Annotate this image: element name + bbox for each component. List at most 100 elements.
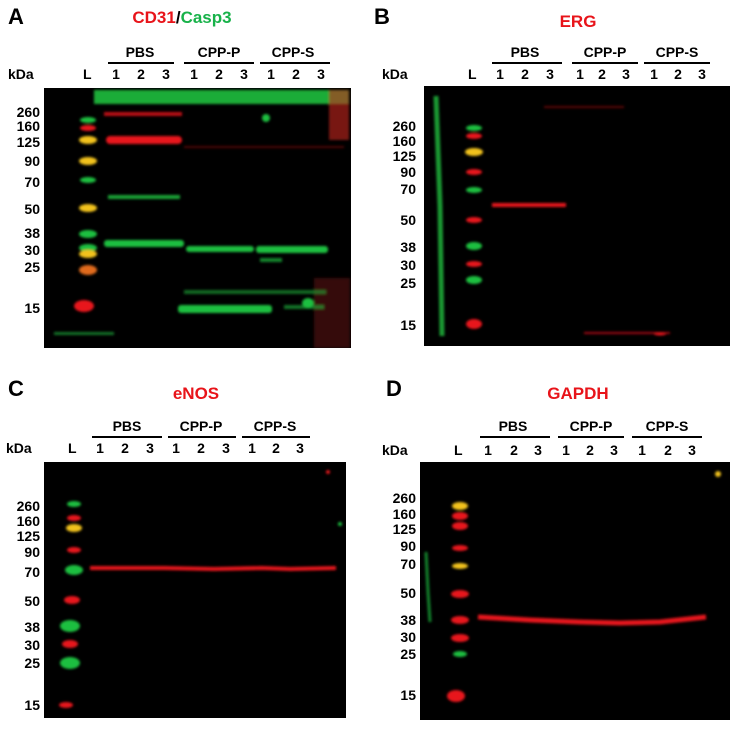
lane-label: 2 [598, 66, 606, 82]
lane-label: 1 [267, 66, 275, 82]
mw-marker: 50 [24, 201, 40, 217]
group-label-cpp-s: CPP-S [271, 44, 315, 60]
title-gapdh: GAPDH [547, 384, 609, 403]
group-label-cpp-s: CPP-S [655, 44, 699, 60]
lane-label: 3 [162, 66, 170, 82]
kda-label: kDa [382, 442, 408, 458]
western-blot-image [420, 462, 730, 720]
ladder-label: L [468, 66, 477, 82]
ladder-label: L [454, 442, 463, 458]
mw-marker: 25 [24, 655, 40, 671]
mw-marker: 15 [24, 697, 40, 713]
mw-marker: 15 [400, 687, 416, 703]
mw-marker: 25 [400, 646, 416, 662]
mw-marker: 38 [24, 225, 40, 241]
lane-label: 1 [638, 442, 646, 458]
group-underline [92, 436, 162, 438]
lane-label: 3 [622, 66, 630, 82]
group-underline [558, 436, 624, 438]
lane-label: 1 [562, 442, 570, 458]
panel-title: CD31/Casp3 [82, 8, 282, 28]
lane-label: 2 [292, 66, 300, 82]
mw-marker: 260 [16, 498, 40, 514]
kda-label: kDa [6, 440, 32, 456]
group-underline [168, 436, 236, 438]
mw-marker: 160 [16, 513, 40, 529]
mw-marker: 260 [392, 118, 416, 134]
mw-marker: 38 [24, 619, 40, 635]
lane-label: 3 [296, 440, 304, 456]
mw-marker: 50 [400, 585, 416, 601]
lane-label: 1 [96, 440, 104, 456]
group-label-cpp-p: CPP-P [569, 418, 613, 434]
panel-title: ERG [518, 12, 638, 32]
western-blot-image [424, 86, 730, 346]
group-label-pbs: PBS [125, 44, 155, 60]
group-label-pbs: PBS [498, 418, 528, 434]
lane-label: 3 [698, 66, 706, 82]
panel-d: D GAPDH PBS CPP-P CPP-S kDa L 1 2 3 1 2 … [368, 366, 736, 731]
lane-label: 1 [484, 442, 492, 458]
lane-label: 2 [664, 442, 672, 458]
mw-marker: 90 [24, 544, 40, 560]
mw-marker: 15 [24, 300, 40, 316]
kda-label: kDa [382, 66, 408, 82]
lane-label: 2 [272, 440, 280, 456]
mw-marker: 70 [400, 556, 416, 572]
mw-marker: 260 [392, 490, 416, 506]
kda-label: kDa [8, 66, 34, 82]
panel-c: C eNOS PBS CPP-P CPP-S kDa L 1 2 3 1 2 3… [0, 366, 368, 731]
mw-marker: 125 [16, 528, 40, 544]
lane-label: 1 [248, 440, 256, 456]
group-underline [632, 436, 702, 438]
group-label-pbs: PBS [112, 418, 142, 434]
panel-b: B ERG PBS CPP-P CPP-S kDa L 1 2 3 1 2 3 … [368, 0, 736, 365]
lane-label: 2 [674, 66, 682, 82]
group-underline [260, 62, 330, 64]
mw-marker: 50 [400, 212, 416, 228]
ladder-label: L [83, 66, 92, 82]
panel-letter: A [8, 4, 24, 29]
lane-label: 3 [146, 440, 154, 456]
lane-label: 3 [534, 442, 542, 458]
group-underline [492, 62, 562, 64]
lane-label: 2 [197, 440, 205, 456]
mw-marker: 25 [24, 259, 40, 275]
lane-label: 3 [610, 442, 618, 458]
mw-marker: 30 [24, 242, 40, 258]
panel-letter: B [374, 4, 390, 29]
lane-label: 3 [240, 66, 248, 82]
lane-label: 3 [688, 442, 696, 458]
group-underline [108, 62, 174, 64]
western-blot-image [44, 88, 351, 348]
mw-marker: 15 [400, 317, 416, 333]
panel-title: GAPDH [518, 384, 638, 404]
title-erg: ERG [559, 12, 597, 31]
lane-label: 1 [576, 66, 584, 82]
mw-marker: 125 [392, 148, 416, 164]
mw-marker: 125 [16, 134, 40, 150]
group-label-cpp-s: CPP-S [645, 418, 689, 434]
mw-marker: 38 [400, 612, 416, 628]
panel-letter: C [8, 376, 24, 401]
lane-label: 1 [190, 66, 198, 82]
lane-label: 2 [586, 442, 594, 458]
panel-letter: D [386, 376, 402, 401]
title-slash: / [175, 8, 181, 27]
mw-marker: 25 [400, 275, 416, 291]
mw-marker: 160 [392, 133, 416, 149]
lane-label: 2 [137, 66, 145, 82]
group-label-cpp-s: CPP-S [253, 418, 297, 434]
lane-label: 2 [510, 442, 518, 458]
group-underline [644, 62, 710, 64]
group-label-cpp-p: CPP-P [179, 418, 223, 434]
mw-marker: 50 [24, 593, 40, 609]
panel-title: eNOS [136, 384, 256, 404]
mw-marker: 90 [24, 153, 40, 169]
lane-label: 2 [121, 440, 129, 456]
mw-marker: 70 [24, 564, 40, 580]
western-blot-image [44, 462, 346, 718]
group-label-cpp-p: CPP-P [583, 44, 627, 60]
mw-marker: 30 [24, 637, 40, 653]
lane-label: 3 [222, 440, 230, 456]
